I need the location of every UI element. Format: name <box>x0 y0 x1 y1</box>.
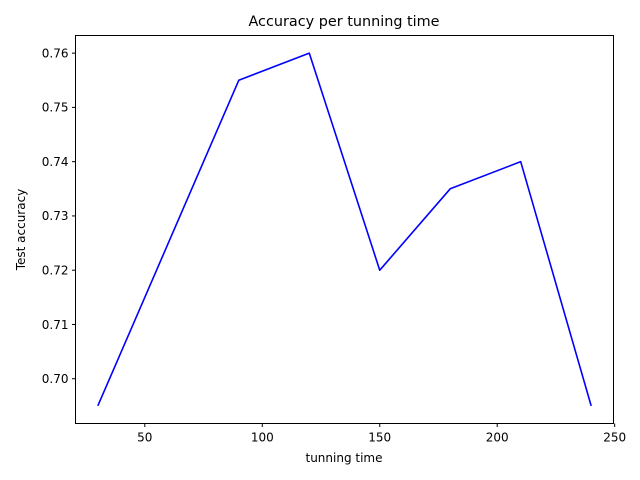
x-axis: 50 100 150 200 250 <box>137 423 626 445</box>
x-tick-label: 50 <box>137 431 152 445</box>
y-tick-label: 0.71 <box>42 318 69 332</box>
x-tick-label: 250 <box>603 431 626 445</box>
chart-title: Accuracy per tunning time <box>248 14 439 30</box>
y-tick-label: 0.73 <box>42 209 69 223</box>
y-axis: 0.70 0.71 0.72 0.73 0.74 0.75 0.76 <box>42 46 76 386</box>
y-axis-label: Test accuracy <box>14 189 28 272</box>
x-tick-label: 200 <box>486 431 509 445</box>
y-tick-label: 0.75 <box>42 101 69 115</box>
y-tick-label: 0.74 <box>42 155 69 169</box>
x-axis-label: tunning time <box>305 451 382 465</box>
y-tick-label: 0.70 <box>42 372 69 386</box>
x-tick-label: 150 <box>368 431 391 445</box>
y-tick-label: 0.72 <box>42 263 69 277</box>
series-line <box>97 52 592 407</box>
x-tick-label: 100 <box>251 431 274 445</box>
y-tick-label: 0.76 <box>42 46 69 60</box>
plot-frame <box>75 35 614 424</box>
series-group <box>97 52 592 407</box>
